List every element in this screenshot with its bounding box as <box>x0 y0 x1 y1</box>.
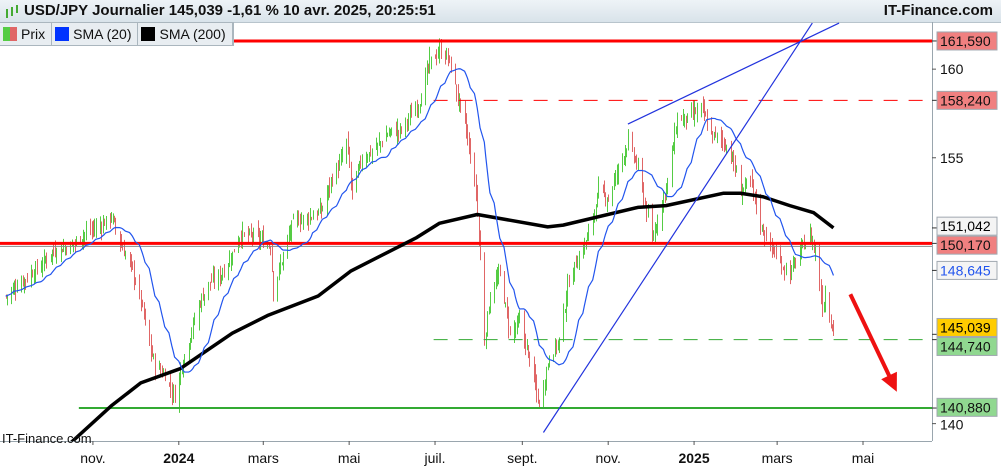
x-tick-label: 2024 <box>163 450 194 466</box>
level-label: 161,590 <box>940 33 991 49</box>
marker-label: 148,645 <box>940 262 991 278</box>
y-tick-label: 155 <box>940 150 964 166</box>
y-tick-label: 140 <box>940 416 964 432</box>
level-box <box>936 235 998 255</box>
legend-label: SMA (20) <box>73 26 132 42</box>
bearish-arrow <box>848 293 894 382</box>
sma200-swatch-icon <box>141 27 156 41</box>
chart-title: USD/JPY Journalier 145,039 -1,61 % 10 av… <box>24 2 436 19</box>
level-label: 140,880 <box>940 399 991 415</box>
trendline <box>542 22 813 433</box>
marker-box <box>936 260 998 280</box>
watermark: IT-Finance.com <box>2 431 92 446</box>
level-box <box>936 336 998 356</box>
x-tick-label: mars <box>762 450 793 466</box>
trendline <box>627 22 840 125</box>
x-tick-label: mai <box>338 450 361 466</box>
legend-item-sma20[interactable]: SMA (20) <box>52 23 139 45</box>
level-label: 150,170 <box>940 237 991 253</box>
level-box <box>936 31 998 51</box>
x-tick-label: mars <box>248 450 279 466</box>
level-box <box>936 90 998 110</box>
sma200-line <box>70 191 835 441</box>
marker-box <box>936 216 998 236</box>
x-tick-label: sept. <box>507 450 537 466</box>
y-tick-label: 160 <box>940 61 964 77</box>
x-tick-label: juil. <box>424 450 446 466</box>
x-tick-label: nov. <box>80 450 105 466</box>
x-tick-label: 2025 <box>678 450 709 466</box>
level-box <box>936 397 998 417</box>
legend: Prix SMA (20) SMA (200) <box>0 22 234 46</box>
level-label: 158,240 <box>940 92 991 108</box>
brand-name: IT-Finance.com <box>883 2 993 19</box>
x-tick-label: nov. <box>595 450 620 466</box>
plot-area <box>0 22 932 441</box>
x-tick-label: mai <box>852 450 875 466</box>
legend-label: SMA (200) <box>159 26 226 42</box>
legend-item-price[interactable]: Prix <box>0 23 53 45</box>
marker-label: 151,042 <box>940 218 991 234</box>
chart-header: USD/JPY Journalier 145,039 -1,61 % 10 av… <box>0 0 1001 23</box>
legend-item-sma200[interactable]: SMA (200) <box>138 23 233 45</box>
legend-label: Prix <box>21 26 46 42</box>
marker-box <box>936 317 998 337</box>
price-swatch-icon <box>3 27 17 41</box>
arrow-head-icon <box>881 371 897 392</box>
candles-logo-icon <box>6 5 18 18</box>
level-label: 144,740 <box>940 338 991 354</box>
sma20-swatch-icon <box>55 27 70 41</box>
marker-label: 145,039 <box>940 319 991 335</box>
sma20-line <box>5 68 835 373</box>
